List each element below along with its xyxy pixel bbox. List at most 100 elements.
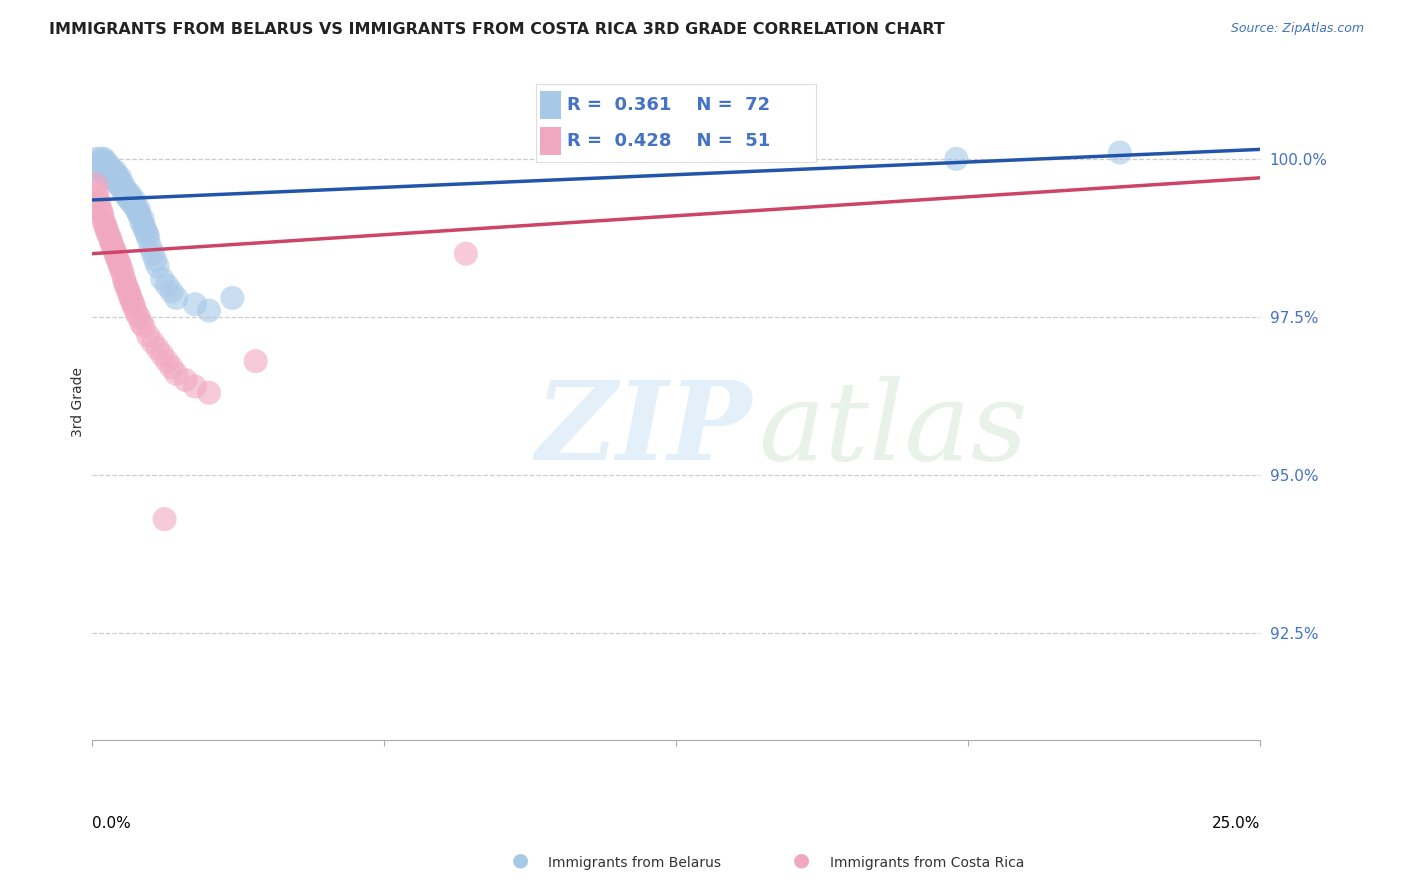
- Point: [101, 170, 124, 185]
- Point: [135, 225, 157, 239]
- Point: [103, 168, 125, 182]
- Point: [107, 177, 129, 191]
- Point: [125, 202, 148, 217]
- Point: [454, 246, 477, 260]
- Point: [184, 379, 207, 393]
- Point: [100, 234, 122, 248]
- Point: [87, 190, 110, 204]
- Point: [245, 354, 267, 368]
- Point: [90, 152, 112, 166]
- Point: [108, 177, 131, 191]
- Point: [90, 161, 112, 176]
- Point: [131, 211, 153, 226]
- Point: [108, 170, 131, 185]
- Point: [174, 373, 197, 387]
- Text: 0.0%: 0.0%: [93, 816, 131, 831]
- Point: [89, 196, 111, 211]
- Point: [97, 158, 120, 172]
- Point: [90, 202, 112, 217]
- Point: [103, 240, 125, 254]
- Point: [111, 266, 134, 280]
- Point: [143, 252, 166, 267]
- Point: [96, 221, 118, 235]
- Point: [221, 291, 243, 305]
- Point: [118, 287, 141, 301]
- Point: [107, 252, 129, 267]
- Point: [160, 360, 183, 375]
- Point: [111, 184, 134, 198]
- Point: [98, 168, 121, 182]
- Point: [132, 319, 155, 334]
- Point: [107, 170, 129, 185]
- Point: [91, 209, 114, 223]
- Point: [150, 348, 173, 362]
- Text: atlas: atlas: [758, 376, 1028, 483]
- Point: [184, 297, 207, 311]
- Point: [104, 164, 127, 178]
- Point: [86, 158, 108, 172]
- Point: [142, 335, 165, 350]
- Point: [97, 227, 120, 242]
- Text: IMMIGRANTS FROM BELARUS VS IMMIGRANTS FROM COSTA RICA 3RD GRADE CORRELATION CHAR: IMMIGRANTS FROM BELARUS VS IMMIGRANTS FR…: [49, 22, 945, 37]
- Point: [136, 227, 159, 242]
- Text: ZIP: ZIP: [536, 376, 752, 483]
- Point: [136, 231, 159, 245]
- Point: [127, 205, 149, 219]
- Point: [104, 246, 127, 260]
- Text: Source: ZipAtlas.com: Source: ZipAtlas.com: [1230, 22, 1364, 36]
- Point: [112, 272, 135, 286]
- Point: [124, 199, 146, 213]
- Point: [128, 310, 150, 324]
- Point: [945, 152, 967, 166]
- Point: [118, 193, 141, 207]
- Y-axis label: 3rd Grade: 3rd Grade: [72, 368, 86, 437]
- Point: [89, 164, 111, 178]
- Point: [111, 177, 134, 191]
- Point: [132, 219, 155, 233]
- Point: [96, 161, 118, 176]
- Point: [104, 168, 127, 182]
- Point: [136, 329, 159, 343]
- Point: [122, 301, 145, 315]
- Point: [115, 190, 138, 204]
- Point: [104, 244, 127, 258]
- Point: [117, 190, 139, 204]
- Text: ●: ●: [512, 851, 529, 870]
- Point: [129, 215, 152, 229]
- Point: [156, 278, 179, 293]
- Point: [117, 285, 139, 299]
- Text: Immigrants from Belarus: Immigrants from Belarus: [548, 855, 721, 870]
- Point: [156, 354, 179, 368]
- Point: [90, 205, 112, 219]
- Point: [94, 168, 117, 182]
- Point: [128, 209, 150, 223]
- Point: [146, 260, 169, 274]
- Point: [134, 221, 156, 235]
- Point: [96, 155, 118, 169]
- Point: [115, 186, 138, 201]
- Point: [105, 250, 128, 264]
- Point: [110, 262, 132, 277]
- Point: [139, 240, 162, 254]
- Point: [120, 190, 142, 204]
- Point: [114, 184, 136, 198]
- Point: [114, 186, 136, 201]
- Point: [146, 342, 169, 356]
- Point: [1108, 145, 1130, 160]
- Point: [118, 186, 141, 201]
- Point: [122, 196, 145, 211]
- Point: [96, 158, 118, 172]
- Point: [86, 184, 108, 198]
- Point: [115, 281, 138, 295]
- Point: [90, 158, 112, 172]
- Point: [121, 196, 143, 211]
- Point: [100, 164, 122, 178]
- Point: [112, 180, 135, 194]
- Point: [91, 155, 114, 169]
- Point: [110, 180, 132, 194]
- Point: [165, 291, 187, 305]
- Point: [142, 246, 165, 260]
- Point: [98, 231, 121, 245]
- Point: [105, 174, 128, 188]
- Point: [104, 170, 127, 185]
